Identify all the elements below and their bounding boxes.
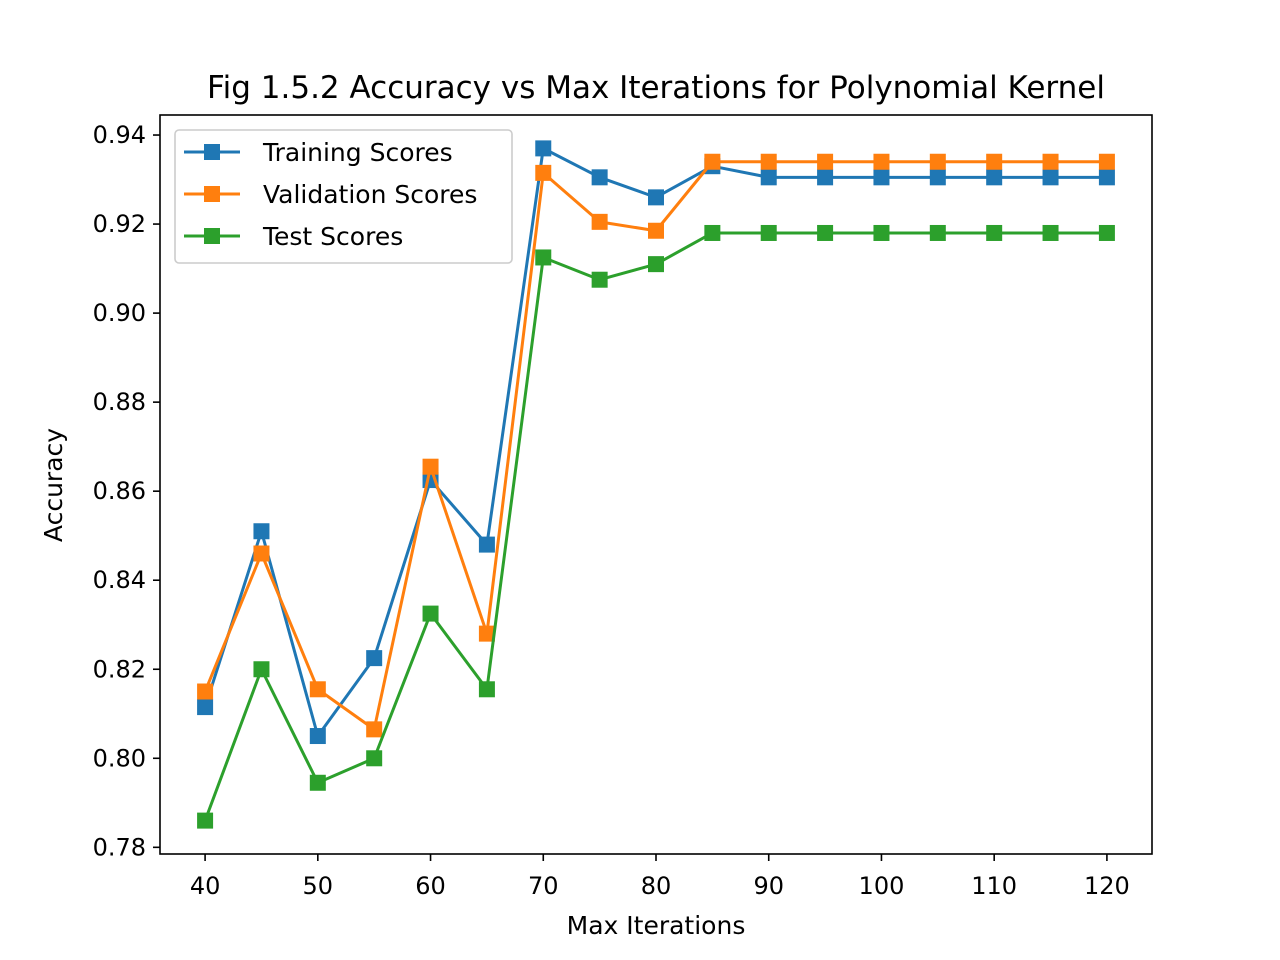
x-tick-label: 80 <box>641 872 672 900</box>
data-point <box>648 256 664 273</box>
data-point <box>366 650 383 667</box>
chart-title: Fig 1.5.2 Accuracy vs Max Iterations for… <box>207 70 1105 106</box>
data-point <box>704 224 721 241</box>
legend-marker <box>204 228 220 244</box>
y-tick-label: 0.92 <box>93 210 146 238</box>
data-point <box>366 721 383 738</box>
data-point <box>309 774 326 791</box>
data-point <box>253 661 270 678</box>
x-tick-label: 90 <box>753 872 784 900</box>
y-tick-label: 0.94 <box>93 121 146 149</box>
x-axis: 40 50 60 70 80 90 100 110 120 <box>190 854 1130 900</box>
legend-box <box>174 129 513 264</box>
legend-label: Test Scores <box>262 222 403 251</box>
data-point <box>1098 224 1115 241</box>
data-point <box>817 169 834 186</box>
y-axis: 0.78 0.80 0.82 0.84 0.86 0.88 0.90 0.92 0.94 <box>93 121 160 861</box>
legend-item: Validation Scores <box>184 180 477 209</box>
x-tick-label: 100 <box>859 872 905 900</box>
data-point <box>929 224 946 241</box>
y-axis-label: Accuracy <box>39 428 68 542</box>
legend-item: Training Scores <box>184 138 453 167</box>
series-2 <box>197 153 1115 738</box>
y-tick-label: 0.78 <box>93 833 146 861</box>
y-tick-label: 0.84 <box>93 566 146 594</box>
data-point <box>422 605 439 622</box>
data-point <box>873 224 890 241</box>
legend-item: Test Scores <box>184 222 403 251</box>
legend-label: Training Scores <box>262 138 453 167</box>
legend-marker <box>204 144 220 160</box>
data-point <box>1098 153 1115 170</box>
data-point <box>1098 169 1115 186</box>
data-point <box>1042 153 1059 170</box>
data-point <box>760 169 777 186</box>
data-point <box>817 153 834 170</box>
x-tick-label: 60 <box>415 872 446 900</box>
data-point <box>873 153 890 170</box>
data-point <box>422 458 439 475</box>
legend-label: Validation Scores <box>263 180 477 209</box>
y-tick-label: 0.88 <box>93 388 146 416</box>
data-point <box>309 728 326 745</box>
x-axis-label: Max Iterations <box>567 911 746 940</box>
data-point <box>929 169 946 186</box>
data-point <box>591 271 608 288</box>
data-point <box>253 545 270 562</box>
x-tick-label: 40 <box>190 872 221 900</box>
data-point <box>478 625 495 642</box>
data-point <box>929 153 946 170</box>
data-point <box>535 249 552 266</box>
data-point <box>478 536 495 553</box>
data-point <box>986 224 1003 241</box>
data-point <box>648 222 664 239</box>
data-point <box>704 153 721 170</box>
data-point <box>760 224 777 241</box>
data-point <box>366 750 383 767</box>
data-point <box>591 169 608 186</box>
x-tick-label: 120 <box>1084 872 1130 900</box>
data-point <box>197 683 214 700</box>
series-3 <box>197 224 1115 829</box>
data-point <box>986 169 1003 186</box>
data-point <box>873 169 890 186</box>
x-tick-label: 70 <box>528 872 559 900</box>
data-point <box>535 140 552 157</box>
x-tick-label: 50 <box>303 872 334 900</box>
data-point <box>1042 224 1059 241</box>
y-tick-label: 0.90 <box>93 299 146 327</box>
y-tick-label: 0.82 <box>93 655 146 683</box>
legend: Training Scores Validation Scores Test Sco… <box>174 129 513 264</box>
data-point <box>817 224 834 241</box>
data-point <box>760 153 777 170</box>
data-point <box>197 812 214 829</box>
data-point <box>478 681 495 698</box>
x-tick-label: 110 <box>971 872 1017 900</box>
data-point <box>986 153 1003 170</box>
data-point <box>648 189 664 206</box>
y-tick-label: 0.86 <box>93 477 146 505</box>
data-point <box>253 523 270 540</box>
data-point <box>197 699 214 716</box>
data-point <box>1042 169 1059 186</box>
data-point <box>535 164 552 181</box>
y-tick-label: 0.80 <box>93 744 146 772</box>
data-point <box>591 213 608 230</box>
series-layer <box>197 140 1115 829</box>
series-1 <box>197 140 1115 745</box>
legend-marker <box>204 186 220 202</box>
data-point <box>309 681 326 698</box>
